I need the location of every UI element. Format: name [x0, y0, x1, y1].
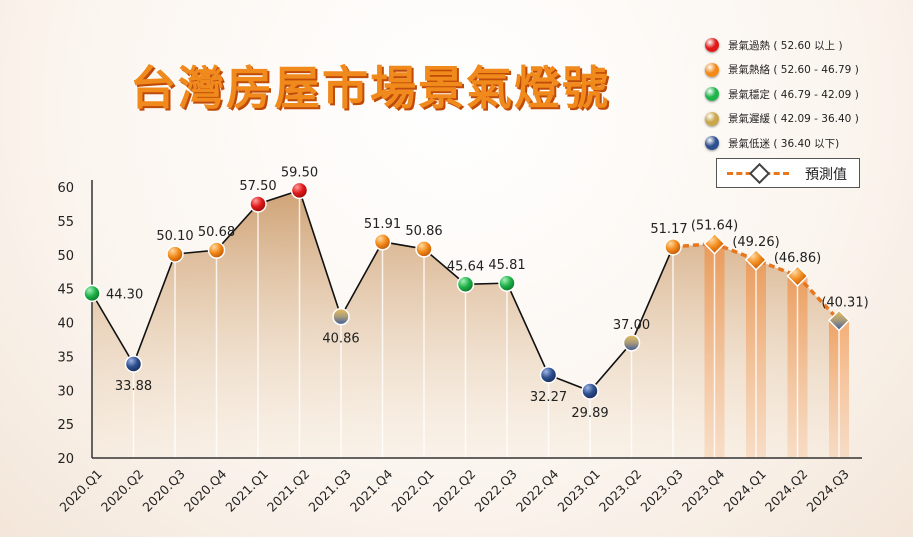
legend-label: 景氣過熱 ( 52.60 以上 ): [728, 39, 843, 52]
data-point: [207, 241, 226, 259]
x-tick-label: 2020.Q1: [56, 466, 104, 514]
data-label: 32.27: [530, 390, 567, 405]
data-label: (40.31): [821, 295, 868, 310]
data-label: 59.50: [281, 165, 318, 180]
data-label: 57.50: [239, 179, 276, 194]
forecast-point: [827, 309, 851, 332]
data-point: [290, 181, 309, 200]
y-tick-label: 50: [57, 249, 74, 264]
data-point: [498, 274, 516, 292]
legend-item: 景氣熱絡 ( 52.60 - 46.79 ): [705, 58, 859, 83]
data-label: (51.64): [691, 219, 738, 234]
x-tick-label: 2021.Q4: [347, 466, 396, 515]
data-label: 50.68: [198, 225, 235, 240]
y-tick-label: 35: [57, 350, 74, 365]
legend-item: 景氣穩定 ( 46.79 - 42.09 ): [705, 82, 859, 107]
x-tick-label: 2021.Q1: [222, 466, 270, 514]
data-point: [373, 233, 392, 251]
legend-item: 景氣過熱 ( 52.60 以上 ): [705, 33, 859, 58]
y-tick-label: 30: [57, 384, 74, 399]
data-point: [332, 307, 350, 326]
legend-dot-icon: [705, 62, 719, 77]
legend-dot-icon: [705, 111, 719, 126]
diamond-icon: [748, 162, 771, 185]
data-point: [664, 238, 682, 256]
data-label: 37.00: [613, 318, 650, 333]
x-tick-label: 2020.Q4: [181, 466, 230, 515]
y-tick-label: 55: [57, 215, 74, 230]
forecast-line: [672, 241, 841, 322]
legend: 景氣過熱 ( 52.60 以上 ) 景氣熱絡 ( 52.60 - 46.79 ) 景…: [705, 33, 859, 156]
legend-item: 景氣遲緩 ( 42.09 - 36.40 ): [705, 107, 859, 132]
legend-dot-icon: [705, 136, 719, 151]
y-tick-label: 20: [57, 452, 74, 467]
y-tick-label: 25: [57, 418, 74, 433]
x-tick-label: 2023.Q2: [596, 466, 644, 514]
forecast-point: [786, 264, 809, 288]
chart-title: 台灣房屋市場景氣燈號: [130, 61, 610, 115]
data-label: 50.10: [156, 229, 193, 244]
data-label: (46.86): [774, 251, 821, 266]
data-point: [539, 366, 558, 384]
legend-label: 景氣低迷 ( 36.40 以下): [728, 137, 840, 150]
legend-label: 景氣穩定 ( 46.79 - 42.09 ): [728, 88, 859, 101]
data-label: 51.17: [650, 222, 687, 237]
data-point: [415, 240, 433, 258]
x-tick-label: 2024.Q3: [803, 466, 851, 514]
data-label: 33.88: [115, 379, 152, 394]
x-tick-label: 2021.Q3: [305, 466, 353, 514]
data-point: [456, 275, 475, 294]
data-label: 45.64: [447, 259, 484, 274]
y-tick-label: 40: [57, 317, 74, 332]
data-point: [581, 382, 599, 400]
forecast-label: 預測值: [805, 167, 847, 183]
data-point: [166, 245, 184, 263]
legend-dot-icon: [705, 38, 719, 53]
x-tick-label: 2022.Q4: [513, 466, 562, 515]
data-label: 40.86: [322, 332, 359, 347]
legend-item: 景氣低迷 ( 36.40 以下): [705, 131, 859, 156]
data-point: [249, 195, 267, 213]
data-point: [622, 334, 641, 352]
x-tick-label: 2021.Q2: [264, 466, 312, 514]
y-tick-label: 60: [57, 181, 74, 196]
forecast-legend: 預測值: [716, 158, 860, 188]
x-tick-label: 2023.Q4: [679, 466, 728, 515]
data-point: [83, 284, 101, 303]
legend-dot-icon: [705, 87, 719, 102]
data-label: (49.26): [732, 235, 779, 250]
data-label: 51.91: [364, 217, 401, 232]
x-tick-label: 2023.Q3: [637, 466, 685, 514]
forecast-point: [703, 232, 726, 255]
x-tick-label: 2022.Q2: [430, 466, 478, 514]
data-label: 50.86: [405, 224, 442, 239]
legend-label: 景氣遲緩 ( 42.09 - 36.40 ): [728, 113, 859, 126]
x-tick-label: 2022.Q1: [388, 466, 436, 514]
data-point: [124, 355, 143, 373]
data-label: 45.81: [488, 258, 525, 273]
x-tick-label: 2023.Q1: [554, 466, 602, 514]
data-label: 29.89: [571, 406, 608, 421]
x-tick-label: 2020.Q3: [139, 466, 187, 514]
x-tick-label: 2024.Q2: [762, 466, 810, 514]
data-label: 44.30: [106, 287, 143, 302]
forecast-point: [744, 248, 768, 271]
x-tick-label: 2022.Q3: [471, 466, 519, 514]
x-tick-label: 2024.Q1: [720, 466, 768, 514]
x-tick-label: 2020.Q2: [98, 466, 146, 514]
y-tick-label: 45: [57, 283, 74, 298]
legend-label: 景氣熱絡 ( 52.60 - 46.79 ): [728, 64, 859, 77]
